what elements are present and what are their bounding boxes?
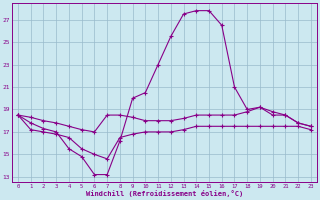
X-axis label: Windchill (Refroidissement éolien,°C): Windchill (Refroidissement éolien,°C)	[86, 190, 243, 197]
